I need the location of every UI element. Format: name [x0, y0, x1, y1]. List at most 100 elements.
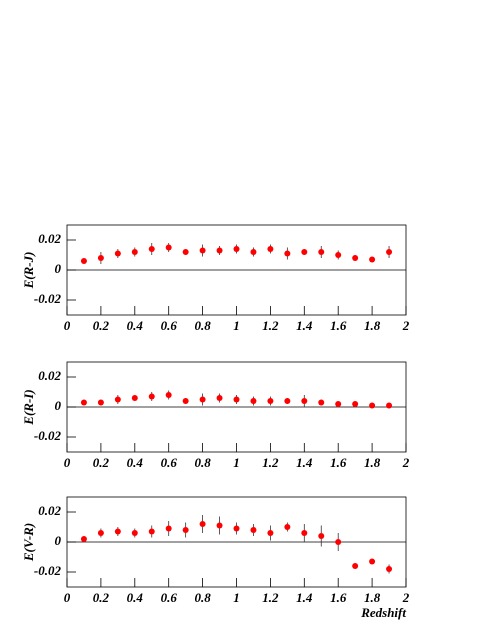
x-tick-label: 1.8	[364, 590, 381, 605]
data-point	[369, 558, 376, 565]
y-tick-label: 0.02	[38, 368, 61, 383]
x-tick-label: 0.8	[194, 590, 211, 605]
data-point	[284, 250, 291, 257]
x-tick-label: 0.4	[127, 318, 144, 333]
y-tick-label: 0.02	[38, 231, 61, 246]
y-tick-label: 0	[55, 398, 62, 413]
data-point	[250, 398, 257, 404]
data-point	[199, 247, 206, 254]
x-tick-label: 1	[233, 590, 240, 605]
x-tick-label: 0	[64, 455, 71, 470]
data-point	[301, 530, 308, 536]
data-point	[284, 524, 291, 530]
data-point	[80, 258, 87, 264]
x-tick-label: 1.2	[262, 318, 279, 333]
data-point	[233, 396, 240, 403]
y-tick-label: -0.02	[34, 563, 62, 578]
data-point	[369, 256, 376, 263]
data-point	[352, 401, 359, 407]
data-point	[97, 399, 104, 406]
data-point	[216, 522, 223, 529]
data-point	[182, 249, 189, 255]
x-tick-label: 0.8	[194, 455, 211, 470]
x-tick-label: 1.4	[296, 590, 313, 605]
data-point	[369, 402, 376, 409]
data-point	[250, 249, 257, 255]
y-axis-label: E(V-R)	[21, 523, 36, 562]
data-point	[386, 249, 393, 255]
y-tick-label: 0	[55, 261, 62, 276]
data-point	[250, 527, 257, 533]
data-point	[216, 395, 223, 401]
data-point	[267, 246, 274, 252]
data-point	[216, 247, 223, 254]
data-point	[114, 528, 121, 535]
data-point	[318, 533, 325, 539]
data-point	[199, 521, 206, 527]
data-point	[386, 402, 393, 409]
data-point	[335, 539, 342, 545]
data-point	[80, 536, 87, 542]
data-point	[352, 563, 359, 569]
x-tick-label: 1	[233, 455, 240, 470]
x-tick-label: 2	[402, 455, 410, 470]
data-point	[301, 398, 308, 404]
data-point	[267, 398, 274, 404]
x-tick-label: 1.8	[364, 318, 381, 333]
x-tick-label: 0.2	[93, 318, 110, 333]
y-axis-label: E(R-J)	[21, 252, 36, 290]
data-point	[386, 566, 393, 572]
data-point	[352, 255, 359, 261]
x-tick-label: 0.4	[127, 590, 144, 605]
x-tick-label: 1	[233, 318, 240, 333]
data-point	[97, 530, 104, 536]
x-tick-label: 1.6	[330, 455, 347, 470]
y-tick-label: 0.02	[38, 503, 61, 518]
x-tick-label: 1.4	[296, 318, 313, 333]
x-tick-label: 0.6	[161, 318, 178, 333]
data-point	[114, 250, 121, 257]
data-point	[318, 399, 325, 406]
data-point	[318, 249, 325, 255]
data-point	[148, 393, 155, 400]
data-point	[114, 396, 121, 403]
x-tick-label: 1.8	[364, 455, 381, 470]
x-tick-label: 1.2	[262, 455, 279, 470]
x-tick-label: 2	[402, 590, 410, 605]
data-point	[165, 244, 172, 251]
data-point	[148, 246, 155, 252]
x-tick-label: 0	[64, 318, 71, 333]
data-point	[233, 246, 240, 252]
y-tick-label: -0.02	[34, 428, 62, 443]
data-point	[165, 525, 172, 532]
x-tick-label: 0.8	[194, 318, 211, 333]
x-tick-label: 0.6	[161, 590, 178, 605]
data-point	[131, 530, 138, 536]
data-point	[80, 399, 87, 406]
data-point	[148, 528, 155, 535]
x-tick-label: 0.4	[127, 455, 144, 470]
data-point	[182, 527, 189, 533]
x-tick-label: 1.6	[330, 590, 347, 605]
y-axis-label: E(R-I)	[21, 389, 36, 425]
x-tick-label: 0.6	[161, 455, 178, 470]
data-point	[301, 249, 308, 255]
x-tick-label: 0	[64, 590, 71, 605]
data-point	[233, 525, 240, 532]
data-point	[131, 249, 138, 255]
data-point	[165, 392, 172, 398]
data-point	[182, 398, 189, 404]
x-axis-label: Redshift	[360, 605, 406, 620]
x-tick-label: 1.2	[262, 590, 279, 605]
data-point	[97, 255, 104, 261]
data-point	[131, 395, 138, 401]
x-tick-label: 0.2	[93, 590, 110, 605]
data-point	[284, 398, 291, 404]
x-tick-label: 2	[402, 318, 410, 333]
data-point	[335, 252, 342, 258]
x-tick-label: 1.4	[296, 455, 313, 470]
x-tick-label: 0.2	[93, 455, 110, 470]
